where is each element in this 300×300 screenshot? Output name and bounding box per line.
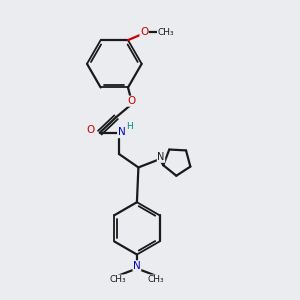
Text: O: O [128, 96, 136, 106]
Text: CH₃: CH₃ [158, 28, 174, 37]
Text: N: N [118, 127, 125, 137]
Text: O: O [86, 125, 94, 135]
Text: N: N [157, 152, 165, 162]
Text: H: H [126, 122, 133, 131]
Text: CH₃: CH₃ [109, 275, 126, 284]
Text: CH₃: CH₃ [148, 275, 165, 284]
Text: O: O [140, 27, 148, 38]
Text: N: N [133, 261, 141, 271]
